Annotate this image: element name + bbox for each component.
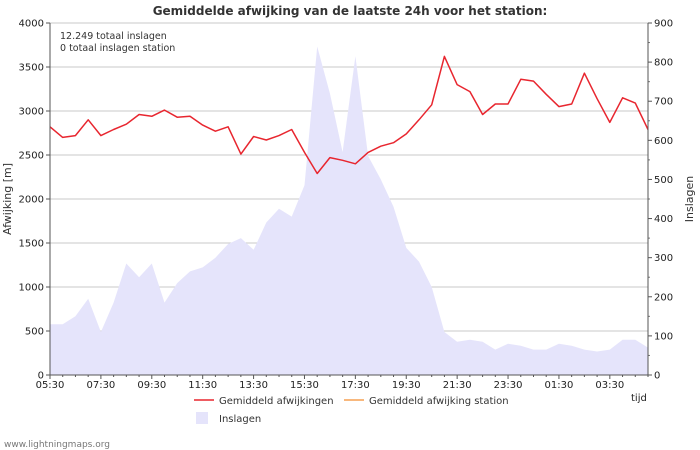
y-tick-label-left: 3500 <box>19 63 44 74</box>
inslagen-area <box>50 46 648 375</box>
y-axis-label-right: Inslagen <box>683 176 696 222</box>
y-tick-label-right: 200 <box>654 292 673 303</box>
y-tick-label-right: 900 <box>654 19 673 30</box>
axes: 0 500 1000 1500 2000 2500 3000 3500 4000 0 100 200 3… <box>19 19 674 392</box>
afwijkingen-line <box>49 55 649 175</box>
note-station-strikes: 0 totaal inslagen station <box>60 43 175 54</box>
y-tick-label-right: 100 <box>654 331 673 342</box>
legend-label-afwijkingen: Gemiddeld afwijkingen <box>219 396 334 407</box>
legend: Gemiddeld afwijkingen Gemiddeld afwijkin… <box>194 396 509 425</box>
y-tick-label-right: 500 <box>654 175 673 186</box>
y-tick-label-right: 400 <box>654 214 673 225</box>
x-tick-label: 21:30 <box>443 380 472 391</box>
y-tick-label-left: 0 <box>38 371 44 382</box>
y-tick-label-left: 500 <box>25 327 44 338</box>
y-tick-label-left: 3000 <box>19 107 44 118</box>
y-tick-label-left: 1500 <box>19 239 44 250</box>
y-tick-label-right: 600 <box>654 136 673 147</box>
x-axis-label: tijd <box>631 393 647 404</box>
x-tick-label: 09:30 <box>137 380 166 391</box>
y-tick-label-left: 4000 <box>19 19 44 30</box>
inslagen-area-layer <box>50 46 648 375</box>
y-tick-label-left: 1000 <box>19 283 44 294</box>
x-tick-label: 23:30 <box>494 380 523 391</box>
y-tick-label-right: 300 <box>654 253 673 264</box>
y-tick-label-left: 2000 <box>19 195 44 206</box>
x-tick-label: 13:30 <box>239 380 268 391</box>
x-tick-label: 19:30 <box>392 380 421 391</box>
legend-label-inslagen: Inslagen <box>219 414 261 425</box>
note-total-strikes: 12.249 totaal inslagen <box>60 31 167 42</box>
y-tick-label-right: 700 <box>654 97 673 108</box>
x-tick-label: 05:30 <box>36 380 65 391</box>
afwijking-line-layer <box>49 55 649 175</box>
x-tick-label: 17:30 <box>341 380 370 391</box>
x-tick-label: 07:30 <box>86 380 115 391</box>
legend-swatch-inslagen <box>196 412 208 424</box>
credit-text: www.lightningmaps.org <box>4 440 110 450</box>
x-tick-label: 03:30 <box>595 380 624 391</box>
chart-title: Gemiddelde afwijking van de laatste 24h … <box>153 4 548 18</box>
y-axis-label-left: Afwijking [m] <box>1 163 14 235</box>
y-tick-label-right: 0 <box>654 371 660 382</box>
y-tick-label-right: 800 <box>654 58 673 69</box>
legend-label-station: Gemiddeld afwijking station <box>369 396 509 407</box>
x-tick-label: 15:30 <box>290 380 319 391</box>
y-tick-label-left: 2500 <box>19 151 44 162</box>
x-tick-label: 01:30 <box>545 380 574 391</box>
x-tick-label: 11:30 <box>188 380 217 391</box>
